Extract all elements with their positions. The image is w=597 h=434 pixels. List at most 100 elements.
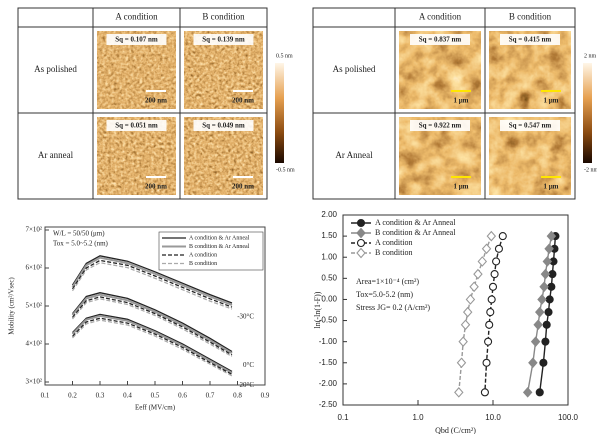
sq-label-bg: [410, 120, 470, 131]
data-point: [530, 336, 541, 347]
y-tick-label: 0.50: [321, 273, 337, 282]
scale-bar-label: 1 μm: [543, 97, 558, 105]
legend-label: B condition: [189, 261, 217, 267]
scale-bar-label: 1 μm: [543, 183, 558, 191]
mobility-curve: [72, 319, 233, 377]
row-header: As polished: [333, 64, 376, 74]
y-tick-label: -1.50: [319, 358, 338, 367]
x-tick-label: 100.0: [558, 413, 579, 422]
data-point: [545, 295, 554, 304]
x-tick-label: 0.9: [261, 392, 270, 400]
sq-label: Sq = 0.051 nm: [115, 122, 158, 130]
mobility-curve: [71, 262, 233, 310]
legend-label: B condition & Ar Anneal: [189, 244, 250, 250]
y-tick-label: -2.50: [319, 400, 338, 409]
data-point: [544, 308, 553, 317]
row-header: Ar anneal: [38, 150, 74, 160]
curve-label: -30°C: [237, 313, 254, 321]
plot-frame: [342, 214, 569, 406]
column-header: A condition: [419, 12, 462, 22]
sq-label: Sq = 0.107 nm: [115, 36, 158, 44]
legend-label: B condition & Ar Anneal: [375, 228, 456, 237]
y-tick-label: -2.00: [319, 379, 338, 388]
data-point: [469, 281, 479, 293]
annotation: Stress JG= 0.2 (A/cm²): [356, 303, 430, 312]
legend-label: A condition: [189, 252, 217, 258]
colorbar-label: 2 nm: [584, 53, 597, 59]
data-point: [539, 358, 548, 367]
x-tick-label: 0.7: [206, 392, 215, 400]
data-point: [547, 282, 556, 291]
scale-bar-label: 200 nm: [232, 183, 254, 191]
sq-label: Sq = 0.547 nm: [509, 122, 552, 130]
x-tick-label: 0.8: [233, 392, 242, 400]
y-tick-label: 3×10²: [25, 378, 42, 386]
data-point: [541, 337, 550, 346]
data-point: [540, 268, 551, 280]
data-point: [542, 320, 551, 329]
annotation: Tox = 5.0~5.2 (nm): [53, 240, 109, 248]
sq-label: Sq = 0.415 nm: [509, 36, 552, 44]
legend-marker: [356, 218, 366, 228]
data-point: [462, 306, 473, 318]
y-tick-label: 6×10²: [25, 264, 42, 272]
sq-label-bg: [193, 34, 254, 45]
annotation: W/L = 50/50 (μm): [53, 230, 105, 238]
x-axis-label: Qbd (C/cm²): [435, 426, 476, 434]
panel-frame: [312, 7, 576, 200]
data-point: [482, 358, 491, 367]
sq-label: Sq = 0.139 nm: [202, 36, 245, 44]
legend-label: A condition: [375, 238, 413, 247]
mobility-curve: [72, 298, 233, 358]
mobility-curve: [71, 292, 233, 353]
curve-label: 20°C: [240, 381, 255, 389]
data-point: [494, 244, 503, 253]
data-point: [473, 268, 483, 280]
scale-bar-label: 1 μm: [453, 183, 468, 191]
sq-label: Sq = 0.049 nm: [202, 122, 245, 130]
data-point: [485, 320, 494, 329]
data-point: [458, 336, 468, 347]
data-point: [460, 319, 471, 331]
legend-marker: [356, 238, 366, 248]
annotation: Area=1×10⁻⁴ (cm²): [356, 277, 419, 286]
sq-label-bg: [500, 34, 560, 45]
x-tick-label: 0.3: [96, 392, 105, 400]
legend-marker: [356, 247, 366, 259]
x-tick-label: 0.1: [41, 392, 50, 400]
colorbar: [275, 63, 284, 163]
legend-marker: [356, 227, 366, 239]
colorbar-label: -0.5 nm: [276, 167, 295, 173]
mobility-curve: [71, 314, 233, 374]
data-point: [544, 243, 554, 255]
data-point: [484, 337, 493, 346]
y-tick-label: 1.50: [321, 231, 337, 240]
data-point: [546, 230, 557, 242]
annotation: Tox=5.0-5.2 (nm): [356, 290, 413, 299]
y-axis-label: Mobility (cm²/Vsec): [8, 277, 16, 335]
data-point: [528, 357, 538, 369]
mobility-curve: [71, 296, 233, 356]
y-tick-label: 7×10²: [25, 226, 42, 234]
scale-bar-label: 1 μm: [453, 97, 468, 105]
x-axis-label: Eeff (MV/cm): [135, 404, 176, 412]
row-header: Ar Anneal: [335, 150, 373, 160]
y-tick-label: 1.00: [321, 252, 337, 261]
y-tick-label: -1.00: [319, 337, 338, 346]
x-tick-label: 0.5: [151, 392, 160, 400]
data-point: [539, 281, 549, 293]
scale-bar-label: 200 nm: [145, 97, 167, 105]
y-tick-label: 2.00: [321, 210, 337, 219]
y-axis-label: ln(-ln(1-F)): [313, 291, 322, 328]
panel-frame: [17, 7, 268, 200]
x-tick-label: 0.4: [123, 392, 132, 400]
row-header: As polished: [34, 64, 77, 74]
scale-bar-label: 200 nm: [232, 97, 254, 105]
mobility-curve: [71, 256, 233, 306]
x-tick-label: 1.0: [412, 413, 424, 422]
data-point: [492, 257, 501, 266]
y-tick-label: 5×10²: [25, 302, 42, 310]
mobility-curve: [72, 313, 233, 372]
